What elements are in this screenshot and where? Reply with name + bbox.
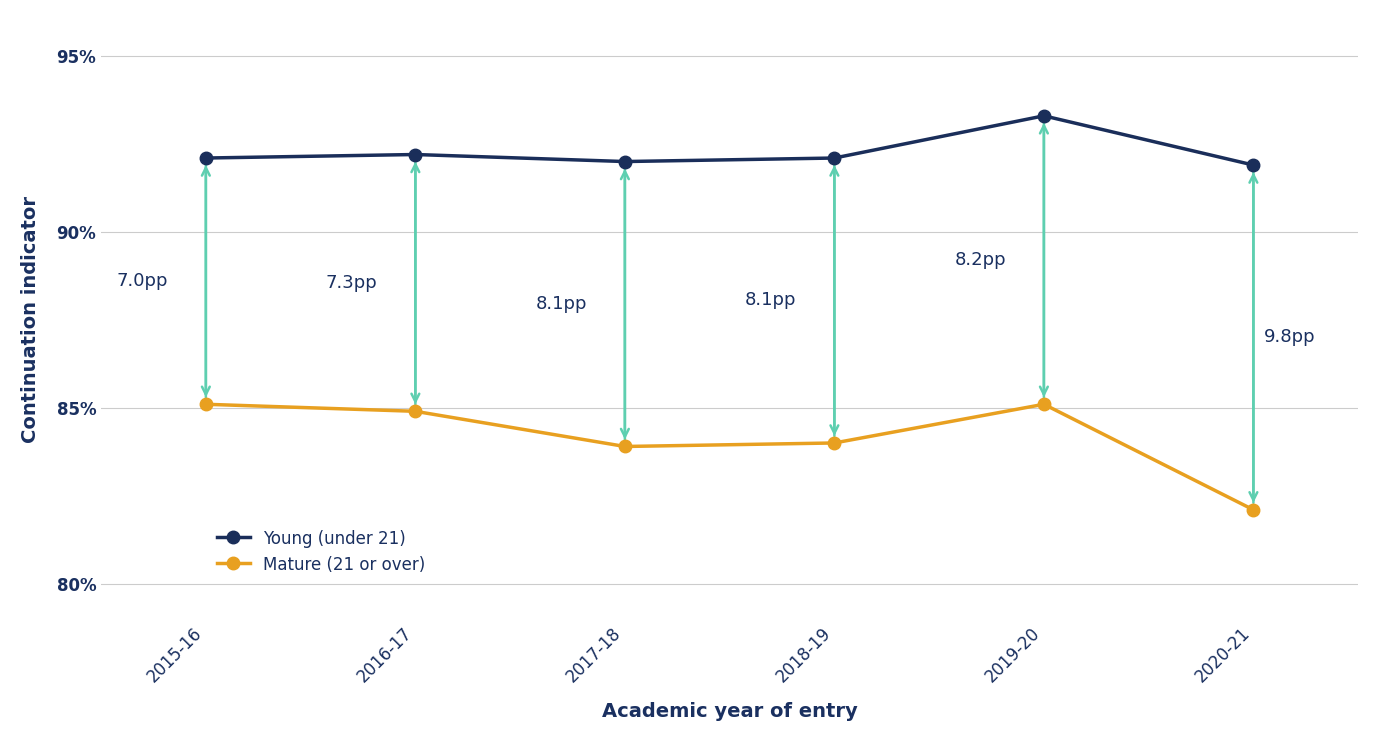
Text: 7.0pp: 7.0pp xyxy=(117,272,168,290)
Text: 8.1pp: 8.1pp xyxy=(745,292,797,309)
Text: 9.8pp: 9.8pp xyxy=(1265,329,1316,347)
Y-axis label: Continuation indicator: Continuation indicator xyxy=(21,197,40,443)
Legend: Young (under 21), Mature (21 or over): Young (under 21), Mature (21 or over) xyxy=(210,523,432,581)
Text: 8.1pp: 8.1pp xyxy=(535,295,587,313)
Text: 7.3pp: 7.3pp xyxy=(325,274,378,292)
X-axis label: Academic year of entry: Academic year of entry xyxy=(601,702,858,721)
Text: 8.2pp: 8.2pp xyxy=(954,251,1007,269)
